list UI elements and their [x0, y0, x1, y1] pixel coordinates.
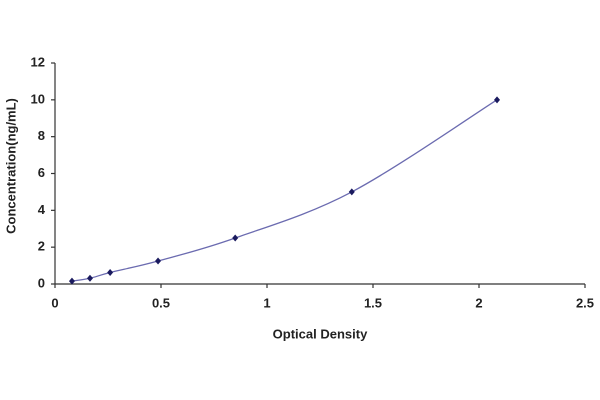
- y-tick-label: 4: [38, 202, 46, 217]
- y-tick-label: 0: [38, 275, 45, 290]
- y-axis-label: Concentration(ng/mL): [3, 98, 18, 234]
- data-point: [86, 274, 93, 282]
- y-tick-label: 10: [31, 91, 45, 106]
- y-tick-label: 8: [38, 128, 45, 143]
- x-tick-label: 0.5: [152, 295, 170, 310]
- x-tick-label: 1.5: [364, 295, 382, 310]
- y-tick-label: 2: [38, 239, 45, 254]
- data-point: [155, 257, 162, 265]
- x-tick-label: 0: [51, 295, 58, 310]
- y-tick-label: 6: [38, 165, 45, 180]
- data-point: [232, 234, 239, 242]
- data-point: [107, 268, 114, 276]
- fit-curve: [71, 99, 498, 282]
- x-tick-label: 1: [263, 295, 270, 310]
- x-tick-label: 2.5: [576, 295, 594, 310]
- x-tick-label: 2: [475, 295, 482, 310]
- data-point: [68, 277, 75, 285]
- data-point: [494, 96, 501, 104]
- x-axis-label: Optical Density: [273, 326, 368, 341]
- data-point: [348, 188, 355, 196]
- y-tick-label: 12: [31, 54, 45, 69]
